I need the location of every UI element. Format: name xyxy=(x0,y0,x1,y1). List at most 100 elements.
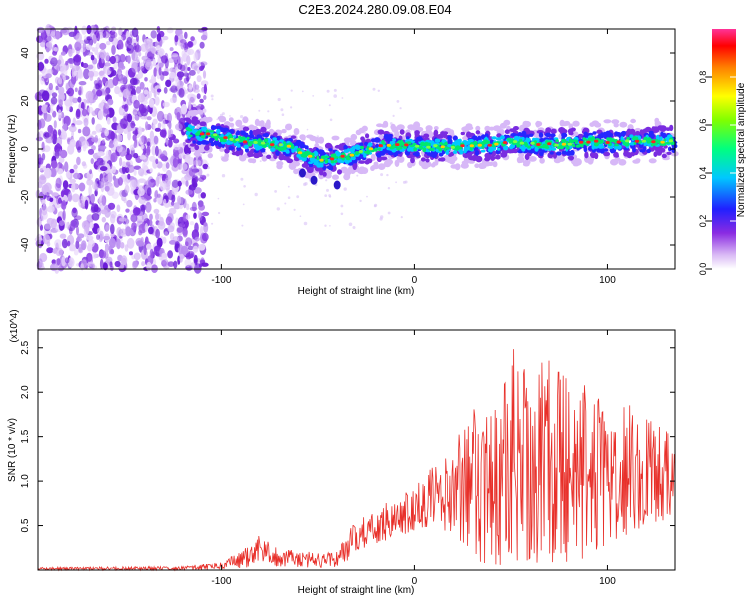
ridge-blob xyxy=(539,151,544,157)
noise-blob xyxy=(145,121,149,131)
noise-blob xyxy=(161,260,167,267)
ridge-blob xyxy=(401,135,406,141)
snr-xlabel: Height of straight line (km) xyxy=(298,585,415,596)
noise-blob xyxy=(120,242,125,249)
ridge-blob xyxy=(201,126,206,132)
ridge-blob xyxy=(550,133,556,137)
snr-ytick-label: 1.0 xyxy=(20,474,31,488)
noise-blob xyxy=(119,53,126,63)
ridge-blob xyxy=(621,130,627,135)
noise-blob xyxy=(101,195,107,206)
noise-blob xyxy=(165,216,173,226)
noise-blob xyxy=(156,213,161,219)
noise-blob xyxy=(147,105,151,113)
ridge-blob xyxy=(296,153,302,158)
noise-blob xyxy=(70,74,77,85)
ridge-blob xyxy=(216,128,221,135)
noise-blob xyxy=(158,66,162,76)
ridge-blob xyxy=(465,125,474,131)
noise-blob xyxy=(82,42,87,51)
noise-speck xyxy=(251,98,254,101)
noise-blob xyxy=(189,221,195,226)
noise-blob xyxy=(73,172,81,180)
ridge-blob xyxy=(509,128,516,133)
ridge-blob xyxy=(594,122,602,128)
ridge-core-blob xyxy=(530,141,535,145)
noise-speck xyxy=(277,97,281,102)
ridge-blob xyxy=(430,163,436,168)
ridge-core-blob xyxy=(651,140,656,144)
noise-blob xyxy=(71,207,78,218)
ridge-blob xyxy=(236,146,242,151)
ridge-core-blob xyxy=(278,143,283,147)
ridge-blob xyxy=(453,150,458,154)
noise-blob xyxy=(120,228,126,235)
noise-blob xyxy=(162,101,170,108)
spectrogram-xtick-label: -100 xyxy=(211,275,231,286)
noise-blob xyxy=(50,96,58,105)
noise-blob xyxy=(156,161,163,169)
ridge-blob xyxy=(200,139,208,145)
ridge-blob xyxy=(469,147,473,151)
noise-speck xyxy=(216,118,219,121)
noise-blob xyxy=(169,71,176,79)
ridge-blob xyxy=(543,144,549,148)
noise-blob xyxy=(156,33,162,42)
noise-blob xyxy=(67,191,73,202)
ridge-blob xyxy=(607,145,613,149)
colorbar-tick-label: 0.2 xyxy=(698,215,708,228)
noise-speck xyxy=(329,118,333,122)
noise-blob xyxy=(157,122,162,129)
ridge-blob xyxy=(618,159,627,166)
noise-blob xyxy=(146,187,152,197)
noise-blob xyxy=(58,92,66,102)
ridge-blob xyxy=(229,133,233,139)
ridge-core-blob xyxy=(605,141,610,144)
noise-blob xyxy=(199,98,204,104)
noise-blob xyxy=(69,244,77,252)
noise-blob xyxy=(62,124,67,130)
noise-blob xyxy=(180,39,187,44)
noise-blob xyxy=(145,59,152,65)
ridge-core-blob xyxy=(494,142,499,146)
ridge-blob xyxy=(328,148,333,152)
noise-blob xyxy=(156,110,165,122)
ridge-blob xyxy=(357,157,361,161)
noise-blob xyxy=(184,258,192,267)
noise-speck xyxy=(303,182,307,187)
noise-blob xyxy=(145,40,151,52)
ridge-blob xyxy=(433,126,439,131)
noise-blob xyxy=(183,72,190,77)
noise-blob xyxy=(189,96,195,103)
ridge-blob xyxy=(239,148,244,156)
noise-speck xyxy=(218,211,221,215)
noise-blob xyxy=(176,71,185,78)
ridge-blob xyxy=(544,132,552,138)
noise-speck xyxy=(258,109,261,112)
ridge-core-blob xyxy=(634,139,640,143)
noise-blob xyxy=(54,239,62,248)
noise-blob xyxy=(91,263,95,269)
noise-blob xyxy=(185,180,189,187)
ridge-blob xyxy=(555,139,559,143)
noise-blob xyxy=(58,99,63,107)
ridge-blob xyxy=(343,144,348,151)
noise-blob xyxy=(104,62,111,67)
ridge-blob xyxy=(308,163,314,168)
ridge-blob xyxy=(282,155,290,161)
noise-blob xyxy=(118,71,122,79)
ridge-blob xyxy=(549,151,554,155)
noise-speck xyxy=(326,188,329,192)
ridge-blob xyxy=(603,151,611,157)
ridge-blob xyxy=(349,147,355,152)
noise-blob xyxy=(118,61,124,69)
noise-blob xyxy=(143,89,149,95)
ridge-core-blob xyxy=(308,154,313,158)
ridge-blob xyxy=(277,146,283,152)
ridge-blob xyxy=(185,122,190,127)
ridge-blob xyxy=(484,125,491,132)
ridge-blob xyxy=(528,156,537,162)
noise-blob xyxy=(86,235,94,241)
noise-blob xyxy=(57,197,62,204)
ridge-blob xyxy=(322,165,327,170)
